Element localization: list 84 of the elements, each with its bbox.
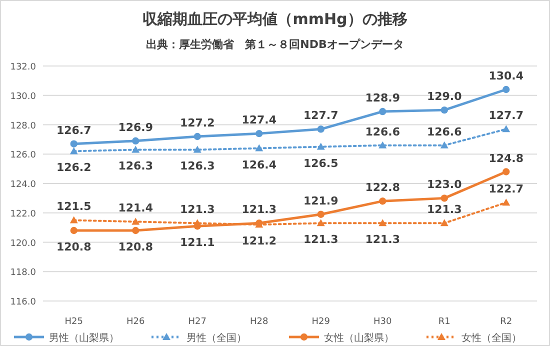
y-tick-label: 132.0 [10,62,36,72]
data-label: 121.1 [180,236,215,250]
point [440,106,448,114]
legend-label: 男性（全国） [186,332,246,344]
y-tick-label: 118.0 [10,268,36,278]
point [379,198,386,205]
data-label: 127.4 [242,114,277,127]
legend-label: 男性（山梨県） [49,332,119,344]
x-tick-label: H30 [374,317,392,327]
data-label: 120.8 [118,240,154,254]
data-label: 127.7 [488,109,524,122]
point [132,226,140,234]
data-label: 126.6 [365,125,400,138]
data-label: 123.0 [426,178,462,192]
data-label: 121.3 [242,203,277,216]
point [440,194,448,202]
data-label: 121.3 [426,203,462,216]
point [132,146,140,153]
data-label: 127.7 [303,109,338,122]
point [502,86,510,94]
data-label: 126.3 [118,160,154,173]
data-label: 121.4 [118,202,154,215]
point [502,125,510,132]
data-label: 121.3 [180,203,215,216]
point [132,137,140,145]
chart-subtitle: 出典：厚生労働省 第１～８回NDBオープンデータ [146,38,404,51]
legend-label: 女性（全国） [462,332,522,344]
data-label: 126.7 [56,124,92,137]
chart-title: 収縮期血圧の平均値（mmHg）の推移 [142,10,408,28]
point [502,168,510,176]
x-tick-label: H27 [188,317,206,327]
x-tick-label: R2 [500,317,512,327]
point [256,130,263,138]
data-label: 120.8 [56,240,92,254]
point [70,226,78,234]
point [255,144,264,152]
x-tick-label: H29 [312,317,330,327]
point [316,219,325,226]
data-label: 121.3 [365,233,400,246]
data-label: 126.6 [426,125,462,138]
data-label: 127.2 [180,116,215,130]
point [440,141,448,148]
data-label: 126.2 [56,161,92,174]
data-label: 129.0 [426,90,462,104]
data-label: 126.9 [118,120,154,134]
point [132,218,140,225]
x-tick-label: H26 [126,317,145,327]
point [378,219,387,226]
y-tick-label: 128.0 [10,121,36,132]
point [316,142,325,150]
data-label: 126.3 [180,160,215,173]
y-tick-label: 116.0 [10,298,36,308]
y-tick-label: 130.0 [10,92,36,102]
point [193,146,202,153]
point [317,126,324,133]
y-tick-label: 120.0 [10,238,36,249]
point [193,219,202,226]
x-tick-label: R1 [438,317,450,327]
data-label: 126.4 [242,158,277,172]
data-label: 124.8 [488,152,524,165]
y-tick-label: 122.0 [10,209,36,220]
x-tick-label: H25 [64,317,83,327]
point [70,140,78,148]
data-label: 121.5 [56,200,92,214]
data-label: 126.5 [303,156,338,170]
data-label: 130.4 [488,70,524,82]
data-label: 122.7 [488,182,524,196]
y-tick-label: 124.0 [10,180,36,190]
point [70,147,78,154]
point [502,198,510,206]
data-label: 122.8 [365,181,400,194]
data-label: 121.9 [303,194,338,208]
data-label: 128.9 [365,92,400,105]
point [378,141,387,148]
point [194,132,201,140]
point [379,108,386,116]
data-label: 121.3 [303,233,338,246]
data-label: 121.2 [242,234,277,248]
x-tick-label: H28 [250,317,268,327]
point [440,219,448,226]
legend-label: 女性（山梨県） [324,332,394,344]
point [317,210,324,218]
point [70,216,78,224]
y-tick-label: 126.0 [10,150,36,161]
